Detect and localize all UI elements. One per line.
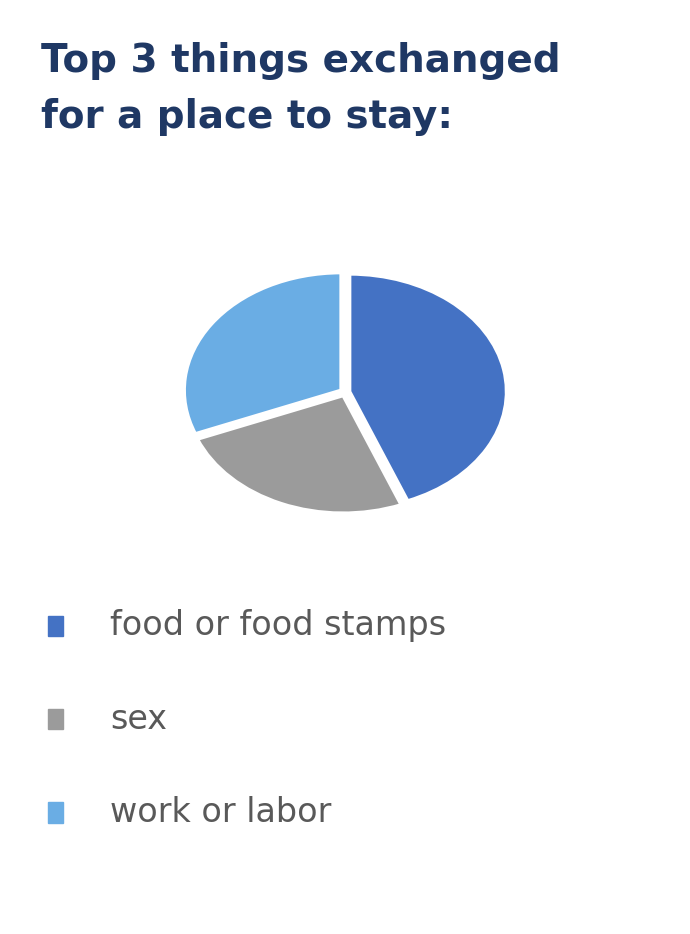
Wedge shape <box>350 274 506 501</box>
Wedge shape <box>184 273 341 434</box>
Text: for a place to stay:: for a place to stay: <box>41 98 453 136</box>
Text: work or labor: work or labor <box>110 796 332 829</box>
Text: sex: sex <box>110 702 168 736</box>
Text: Top 3 things exchanged: Top 3 things exchanged <box>41 42 561 80</box>
Text: food or food stamps: food or food stamps <box>110 609 446 643</box>
Wedge shape <box>197 395 401 513</box>
